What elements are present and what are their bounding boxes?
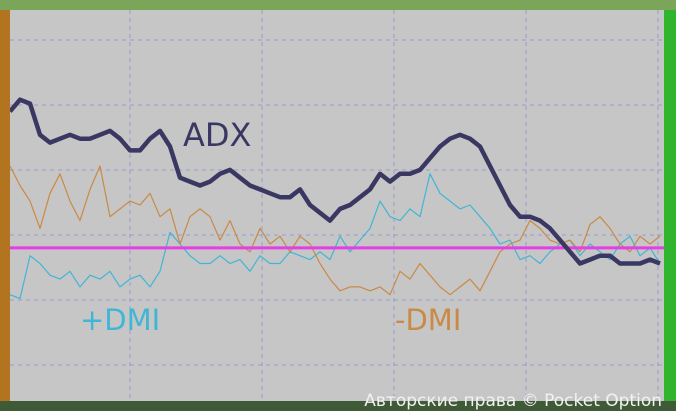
watermark: Авторские права © Pocket Option [364, 391, 662, 411]
lines [8, 97, 664, 300]
right-bar [664, 10, 676, 401]
left-bar [0, 10, 10, 401]
series-line [9, 165, 661, 296]
series-label: -DMI [395, 303, 461, 337]
bottom-bar [0, 401, 676, 411]
series-label: ADX [183, 116, 251, 154]
top-bar [0, 0, 676, 10]
series-line [8, 97, 661, 266]
series-label: +DMI [80, 303, 160, 337]
